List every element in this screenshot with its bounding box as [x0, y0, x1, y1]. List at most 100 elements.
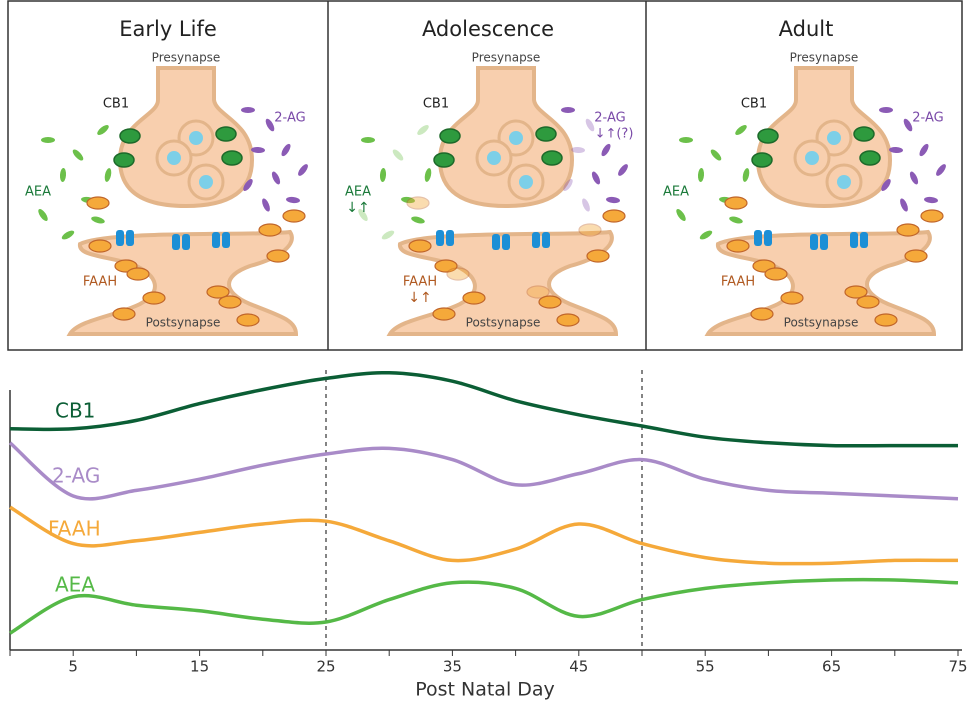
faah-enzyme: [765, 268, 787, 280]
x-tick-label: 75: [948, 658, 967, 676]
ag2-molecule: [918, 142, 931, 157]
ag2-molecule: [280, 142, 293, 157]
faah-enzyme: [557, 314, 579, 326]
x-tick-label: 15: [190, 658, 209, 676]
ag2-molecule: [934, 163, 947, 178]
x-tick-label: 55: [696, 658, 715, 676]
aea-molecule: [728, 215, 743, 225]
panel-title: Adolescence: [422, 17, 554, 41]
synapse-panel: AdultPresynapsePostsynapseCB12-AGAEAFAAH: [663, 17, 948, 334]
aea-molecule: [679, 137, 693, 143]
aea-molecule: [90, 215, 105, 225]
ag2-molecule: [924, 196, 939, 203]
series-line: [10, 443, 958, 499]
ag2-molecule: [270, 170, 282, 185]
series-label: 2-AG: [52, 464, 100, 488]
ag2-molecule: [616, 163, 629, 178]
faah-label: FAAH: [83, 275, 117, 290]
faah-label: FAAH: [721, 275, 755, 290]
faah-enzyme: [857, 296, 879, 308]
aea-molecule: [698, 229, 713, 241]
aea-molecule: [734, 123, 749, 136]
aea-molecule: [60, 229, 75, 241]
aea-molecule: [698, 168, 705, 182]
synapse-panel: Early LifePresynapsePostsynapseCB12-AGAE…: [25, 17, 310, 334]
faah-enzyme: [539, 296, 561, 308]
faah-enzyme: [751, 308, 773, 320]
ag2-molecule: [606, 196, 621, 203]
postsynapse-label: Postsynapse: [784, 316, 859, 330]
ag2-change: ↓↑(?): [595, 127, 634, 142]
presynapse-label: Presynapse: [152, 51, 221, 65]
aea-molecule: [60, 168, 67, 182]
faah-enzyme: [875, 314, 897, 326]
aea-molecule: [410, 215, 425, 225]
faah-enzyme: [897, 224, 919, 236]
aea-molecule: [41, 137, 55, 143]
faah-enzyme: [113, 308, 135, 320]
panel-title: Early Life: [119, 17, 217, 41]
faah-enzyme: [127, 268, 149, 280]
aea-molecule: [37, 208, 50, 223]
ag2-molecule: [561, 107, 575, 113]
postsynapse-label: Postsynapse: [146, 316, 221, 330]
series-label: FAAH: [48, 517, 101, 541]
aea-molecule: [104, 168, 113, 183]
aea-label: AEA: [663, 185, 689, 200]
ag2-molecule: [908, 170, 920, 185]
x-tick-label: 65: [822, 658, 841, 676]
ag2-molecule: [879, 107, 893, 113]
faah-enzyme: [259, 224, 281, 236]
faah-enzyme: [283, 210, 305, 222]
ag2-label: 2-AG: [274, 111, 305, 126]
faah-enzyme: [727, 240, 749, 252]
aea-molecule: [742, 168, 751, 183]
aea-molecule: [391, 148, 405, 162]
ag2-molecule: [261, 197, 272, 212]
faah-enzyme: [433, 308, 455, 320]
faah-enzyme: [463, 292, 485, 304]
faah-enzyme: [267, 250, 289, 262]
faah-enzyme: [603, 210, 625, 222]
faah-enzyme: [143, 292, 165, 304]
aea-molecule: [709, 148, 723, 162]
faah-enzyme: [219, 296, 241, 308]
faah-enzyme: [921, 210, 943, 222]
ag2-molecule: [600, 142, 613, 157]
ag2-molecule: [286, 196, 301, 203]
x-axis-title: Post Natal Day: [415, 679, 555, 701]
faah-enzyme: [407, 197, 429, 209]
x-tick-label: 5: [68, 658, 78, 676]
postsynapse-label: Postsynapse: [466, 316, 541, 330]
aea-molecule: [361, 137, 375, 143]
aea-molecule: [71, 148, 85, 162]
x-tick-label: 35: [443, 658, 462, 676]
presynapse-label: Presynapse: [472, 51, 541, 65]
ag2-molecule: [241, 107, 255, 113]
ag2-molecule: [590, 170, 602, 185]
faah-enzyme: [725, 197, 747, 209]
ag2-molecule: [581, 197, 592, 212]
ag2-molecule: [296, 163, 309, 178]
ag2-molecule: [899, 197, 910, 212]
aea-label: AEA: [345, 185, 371, 200]
ag2-label: 2-AG: [594, 111, 625, 126]
aea-molecule: [380, 229, 395, 241]
faah-enzyme: [409, 240, 431, 252]
faah-enzyme: [89, 240, 111, 252]
series-line: [10, 373, 958, 446]
faah-change: ↓↑: [408, 290, 431, 306]
series-label: AEA: [55, 573, 95, 597]
aea-label: AEA: [25, 185, 51, 200]
faah-enzyme: [781, 292, 803, 304]
series-line: [10, 507, 958, 564]
ag2-label: 2-AG: [912, 111, 943, 126]
aea-molecule: [96, 123, 111, 136]
x-tick-label: 45: [569, 658, 588, 676]
faah-enzyme: [579, 224, 601, 236]
faah-label: FAAH: [403, 275, 437, 290]
figure: Post Natal Day Early Life Presynapse Posts…: [0, 0, 970, 702]
series-label: CB1: [55, 399, 95, 423]
panel-title: Adult: [779, 17, 834, 41]
synapse-panel: AdolescencePresynapsePostsynapseCB12-AGA…: [345, 17, 633, 334]
